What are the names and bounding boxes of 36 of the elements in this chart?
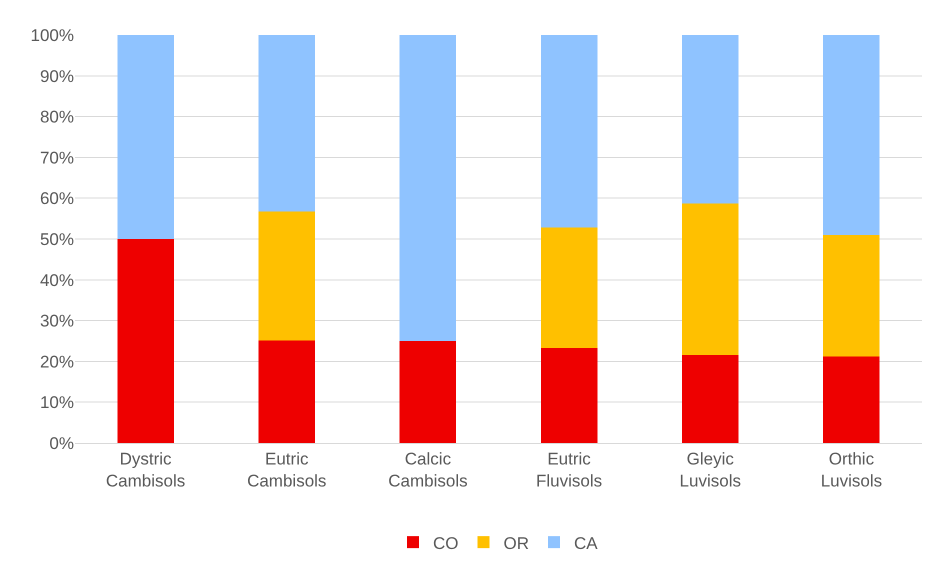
- bar: [258, 212, 315, 341]
- y-tick-label: 90%: [40, 66, 74, 86]
- x-tick-label: Gleyic Luvisols: [680, 449, 741, 490]
- y-tick-label: 60%: [40, 189, 74, 208]
- x-tick-label: Dystric Cambisols: [106, 449, 186, 490]
- bar: [117, 239, 174, 443]
- y-tick-label: 80%: [40, 108, 74, 127]
- x-tick-label: Eutric Cambisols: [247, 449, 326, 490]
- bar: [682, 204, 738, 355]
- y-tick-label: 10%: [40, 393, 74, 412]
- legend-label: CA: [574, 534, 598, 553]
- y-tick-label: 40%: [40, 270, 74, 290]
- bar: [540, 35, 598, 228]
- bar: [823, 35, 880, 235]
- bar: [540, 228, 598, 348]
- bar: [682, 354, 738, 443]
- bar: [258, 340, 315, 443]
- y-tick-label: 70%: [40, 148, 74, 168]
- bar: [400, 341, 456, 443]
- y-tick-label: 20%: [40, 352, 74, 372]
- bar: [400, 35, 456, 341]
- bar: [823, 356, 880, 443]
- y-tick-label: 0%: [49, 434, 74, 453]
- y-tick-label: 50%: [40, 230, 74, 249]
- legend-label: CO: [433, 534, 458, 553]
- bar: [258, 35, 315, 212]
- y-tick-label: 30%: [40, 312, 74, 331]
- bar: [682, 35, 738, 204]
- x-tick-label: Orthic Luvisols: [820, 449, 882, 490]
- y-tick-label: 100%: [30, 26, 74, 45]
- x-tick-label: Calcic Cambisols: [388, 449, 468, 490]
- bar: [540, 348, 598, 443]
- x-tick-label: Eutric Fluvisols: [536, 449, 602, 490]
- legend-label: OR: [504, 534, 529, 553]
- bar: [823, 234, 880, 356]
- bar: [117, 35, 174, 239]
